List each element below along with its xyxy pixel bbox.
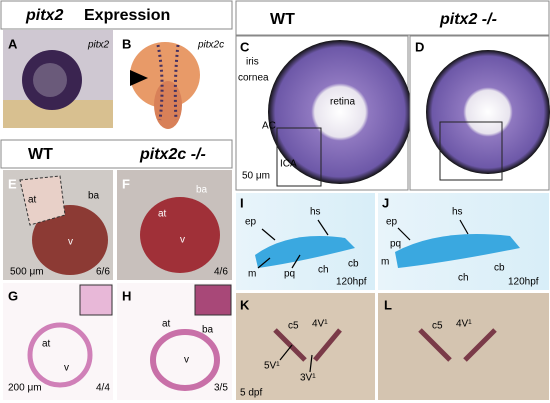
header-mutant: pitx2c -/- bbox=[139, 146, 206, 163]
label: 5V¹ bbox=[264, 361, 280, 372]
expression bbox=[156, 44, 180, 121]
label: at bbox=[158, 209, 167, 220]
label: v bbox=[68, 237, 73, 248]
inset bbox=[194, 284, 232, 316]
inset-box bbox=[439, 121, 503, 181]
panel-l bbox=[378, 293, 549, 400]
label: pq bbox=[284, 269, 295, 280]
header-box bbox=[235, 0, 550, 36]
count: 3/5 bbox=[214, 383, 228, 394]
muscle bbox=[273, 328, 342, 362]
label: at bbox=[42, 339, 51, 350]
panel-letter: L bbox=[384, 297, 392, 312]
label: at bbox=[162, 319, 171, 330]
panel-letter: I bbox=[240, 195, 244, 210]
panel-letter: E bbox=[8, 176, 17, 191]
panel-letter: B bbox=[122, 36, 131, 51]
label: m bbox=[381, 257, 389, 268]
embryo bbox=[130, 42, 200, 108]
header-wt: WT bbox=[28, 146, 53, 163]
header-wt: WT bbox=[270, 11, 295, 28]
panel-letter: J bbox=[382, 195, 389, 210]
cartilage bbox=[255, 236, 355, 268]
inset bbox=[79, 284, 113, 316]
atrium bbox=[19, 175, 66, 226]
label: m bbox=[248, 269, 256, 280]
label: retina bbox=[330, 97, 355, 108]
header-box bbox=[0, 139, 233, 169]
label: iris bbox=[246, 57, 259, 68]
heart bbox=[140, 197, 220, 273]
count: 6/6 bbox=[96, 267, 110, 278]
stage: 120hpf bbox=[508, 277, 539, 288]
cartilage bbox=[395, 234, 520, 268]
arrowhead bbox=[130, 70, 148, 86]
count: 4/4 bbox=[96, 383, 110, 394]
label: cb bbox=[348, 259, 359, 270]
panel-letter: F bbox=[122, 176, 130, 191]
label: ba bbox=[88, 191, 100, 202]
label: v bbox=[184, 355, 189, 366]
label: c5 bbox=[288, 321, 299, 332]
muscle bbox=[418, 328, 497, 362]
stage: 5 dpf bbox=[240, 388, 262, 399]
stage: 120hpf bbox=[336, 277, 367, 288]
label: ICA bbox=[280, 159, 297, 170]
label: 4V¹ bbox=[312, 319, 328, 330]
label: ep bbox=[245, 217, 257, 228]
scale-label: 500 μm bbox=[10, 267, 44, 278]
label: at bbox=[28, 195, 37, 206]
eye-section bbox=[426, 50, 550, 174]
lens bbox=[33, 63, 67, 97]
scale-label: 50 μm bbox=[242, 171, 270, 182]
panel-letter: D bbox=[415, 39, 424, 54]
label: cb bbox=[494, 263, 505, 274]
label: c5 bbox=[432, 321, 443, 332]
embryo bbox=[154, 81, 182, 129]
header-box bbox=[0, 0, 233, 30]
title-gene: pitx2 bbox=[25, 7, 63, 24]
label: hs bbox=[310, 207, 321, 218]
panel-k bbox=[236, 293, 375, 400]
arrows bbox=[257, 219, 469, 373]
section bbox=[150, 329, 220, 391]
label: ep bbox=[386, 217, 398, 228]
label: v bbox=[64, 363, 69, 374]
title-rest: Expression bbox=[84, 7, 170, 24]
label: ba bbox=[202, 325, 214, 336]
label: 4V¹ bbox=[456, 319, 472, 330]
count: 4/6 bbox=[214, 267, 228, 278]
label: AC bbox=[262, 121, 276, 132]
panel-letter: H bbox=[122, 288, 131, 303]
label: 3V¹ bbox=[300, 373, 316, 384]
panel-letter: C bbox=[240, 39, 250, 54]
header-mutant: pitx2 -/- bbox=[439, 11, 497, 28]
label: pq bbox=[390, 239, 401, 250]
label: cornea bbox=[238, 73, 269, 84]
label: pitx2 bbox=[87, 40, 110, 51]
label: v bbox=[180, 235, 185, 246]
label: ch bbox=[318, 265, 329, 276]
panel-letter: A bbox=[8, 36, 18, 51]
inset-box bbox=[276, 127, 322, 187]
eye-section bbox=[268, 40, 412, 184]
scale-label: 200 μm bbox=[8, 383, 42, 394]
label: pitx2c bbox=[197, 40, 224, 51]
label: ch bbox=[458, 273, 469, 284]
panel-letter: K bbox=[240, 297, 250, 312]
label: hs bbox=[452, 207, 463, 218]
label: ba bbox=[196, 185, 208, 196]
ventricle bbox=[32, 205, 108, 275]
section bbox=[27, 322, 93, 388]
panel-letter: G bbox=[8, 288, 18, 303]
